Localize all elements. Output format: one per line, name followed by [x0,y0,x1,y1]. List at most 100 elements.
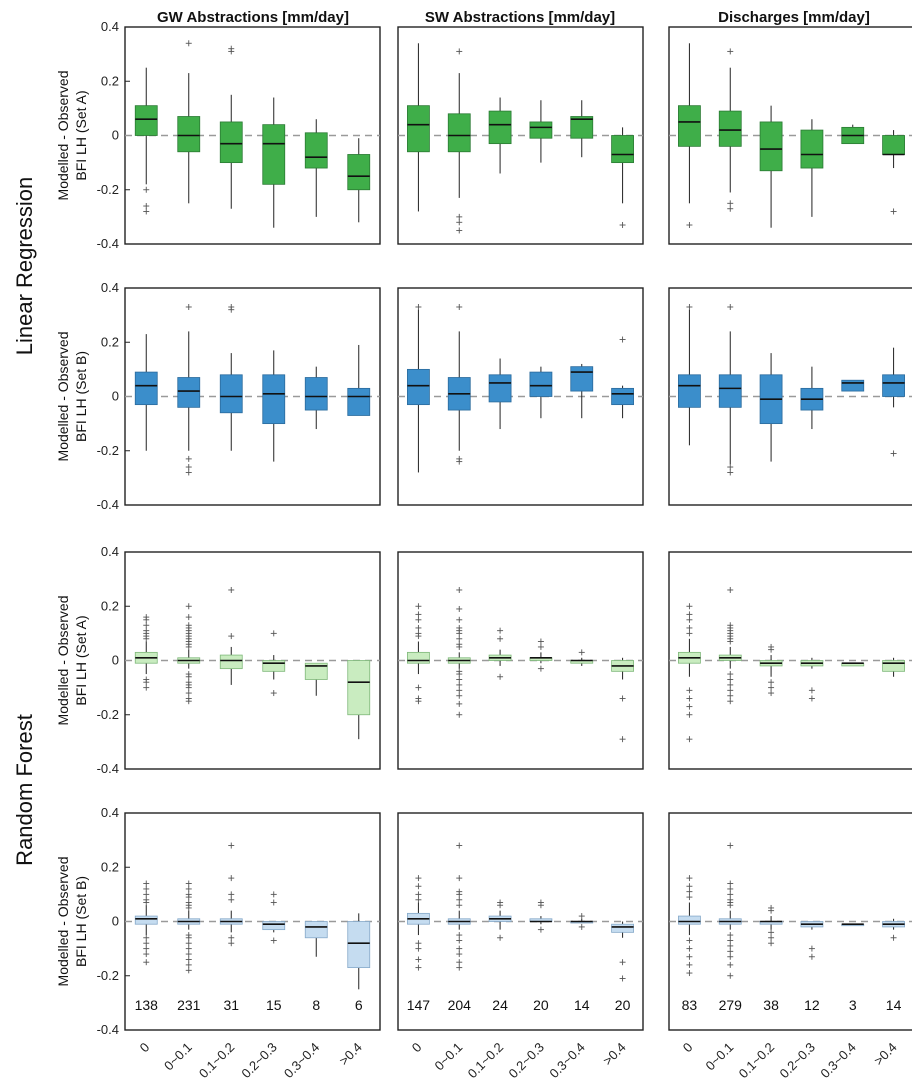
box->0.4 [347,138,371,223]
outlier-marker [727,842,734,849]
y-tick-label: -0.4 [97,761,119,776]
outlier-marker [727,961,734,968]
box-0~0.1 [447,303,471,465]
box->0.4 [611,336,634,419]
box-0.1~0.2 [488,97,512,174]
y-tick-label: 0.2 [101,334,119,349]
outlier-marker [185,455,192,462]
outlier-marker [768,934,775,941]
outlier-marker [143,891,150,898]
sample-count: 138 [135,997,159,1013]
outlier-marker [808,953,815,960]
box-0.3~0.4 [570,649,594,666]
outlier-marker [185,40,192,47]
outlier-marker [456,616,463,623]
panel-r2-c0: 0.4 0.2 0 -0.2 -0.4 [97,544,381,776]
box-0.3~0.4 [841,662,865,667]
sample-count: 3 [849,997,857,1013]
panel-r3-c1: 147 0 204 0~0.1 24 0.1~0.2 20 0.2~0.3 14 0.3~0.4 2… [397,812,644,1082]
iqr-box [177,377,201,408]
outlier-marker [727,464,734,471]
outlier-marker [686,888,693,895]
panel-r1-c0: 0.4 0.2 0 -0.2 -0.4 [97,280,381,512]
x-tick-label: 0.2~0.3 [776,1040,818,1082]
outlier-marker [619,975,626,982]
y-tick-label: 0 [112,914,119,929]
outlier-marker [456,458,463,465]
y-tick-label: 0.4 [101,805,119,820]
outlier-marker [143,940,150,947]
sample-count: 6 [355,997,363,1013]
box->0.4 [611,127,634,229]
y-tick-label: -0.2 [97,182,119,197]
group-label-linear-regression: Linear Regression [12,177,37,356]
outlier-marker [415,891,422,898]
outlier-marker [578,913,585,920]
row-3-ylabel-line-1: BFI LH (Set B) [73,876,89,967]
iqr-box [447,113,471,153]
outlier-marker [143,951,150,958]
outlier-marker [456,687,463,694]
outlier-marker [727,469,734,476]
outlier-marker [228,306,235,313]
box-0~0.1 [177,303,201,476]
panel-r3-c0: 0.4 0.2 0 -0.2 -0.4 138 0 231 0~0.1 31 0.1~0.2 15 0.… [97,805,381,1082]
box-0.3~0.4 [304,662,328,696]
outlier-marker [619,959,626,966]
outlier-marker [727,948,734,955]
box-0.3~0.4 [841,124,865,145]
outlier-marker [727,891,734,898]
outlier-marker [727,676,734,683]
box-0 [134,67,158,215]
outlier-marker [686,687,693,694]
y-tick-label: 0.2 [101,598,119,613]
outlier-marker [185,934,192,941]
x-tick-label: 0.1~0.2 [736,1040,778,1082]
outlier-marker [270,630,277,637]
box-0.2~0.3 [800,119,824,217]
box-0.1~0.2 [219,586,243,685]
outlier-marker [456,48,463,55]
x-tick-label: 0.1~0.2 [196,1040,238,1082]
box-0.1~0.2 [759,643,783,697]
box-0 [407,43,430,212]
outlier-marker [185,614,192,621]
outlier-marker [185,643,192,650]
box-0.1~0.2 [759,904,783,947]
y-tick-label: 0.4 [101,19,119,34]
x-tick-label: 0.1~0.2 [465,1040,507,1082]
column-title-gw: GW Abstractions [mm/day] [157,9,349,26]
outlier-marker [415,611,422,618]
box-0.3~0.4 [841,923,865,927]
outlier-marker [727,586,734,593]
outlier-marker [415,945,422,952]
box->0.4 [882,657,905,677]
box-0.3~0.4 [570,100,594,158]
column-title-discharges: Discharges [mm/day] [718,9,870,26]
x-tick-label: 0.2~0.3 [505,1040,547,1082]
outlier-marker [686,630,693,637]
box-0.3~0.4 [570,363,594,419]
outlier-marker [578,923,585,930]
outlier-marker [143,959,150,966]
outlier-marker [185,961,192,968]
outlier-marker [808,687,815,694]
outlier-marker [686,695,693,702]
iqr-box [262,660,286,672]
outlier-marker [270,690,277,697]
panel-r1-c2 [668,287,912,506]
iqr-box [678,105,701,147]
outlier-marker [686,611,693,618]
x-tick-label: 0.3~0.4 [546,1040,588,1082]
y-tick-label: 0 [112,653,119,668]
outlier-marker [727,902,734,909]
outlier-marker [415,633,422,640]
outlier-marker [143,945,150,952]
row-0-ylabel-line-1: BFI LH (Set A) [73,90,89,180]
iqr-box [304,662,328,680]
y-tick-label: -0.2 [97,707,119,722]
panel-r0-c2 [668,26,912,245]
outlier-marker [727,687,734,694]
y-tick-label: 0 [112,128,119,143]
